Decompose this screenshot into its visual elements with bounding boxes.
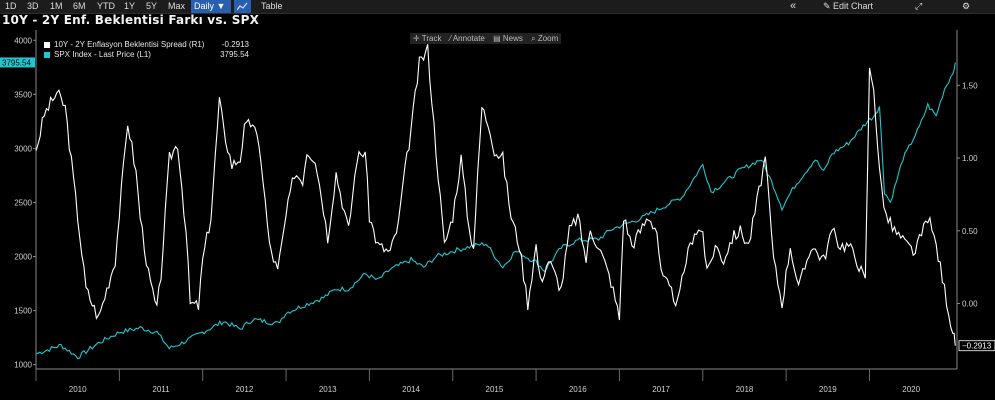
range-max-button[interactable]: Max: [168, 1, 186, 11]
track-label: Track: [421, 34, 442, 43]
x-tick-label: 2020: [902, 385, 920, 394]
spread-legend-name: 10Y - 2Y Enflasyon Beklentisi Spread (R1…: [54, 40, 205, 49]
collapse-icon[interactable]: «: [790, 0, 797, 12]
legend-item-spread[interactable]: 10Y - 2Y Enflasyon Beklentisi Spread (R1…: [44, 40, 249, 50]
range-1y-button[interactable]: 1Y: [124, 1, 136, 11]
track-tool[interactable]: ✛ Track: [413, 34, 442, 43]
left-tick-label: 1500: [14, 307, 32, 316]
spx-last-value-label: 3795.54: [2, 58, 31, 67]
line-chart-icon[interactable]: [234, 0, 251, 13]
x-tick-label: 2015: [486, 385, 504, 394]
news-label: News: [502, 34, 523, 43]
left-tick-label: 2500: [14, 198, 32, 207]
range-1m-button[interactable]: 1M: [50, 1, 63, 11]
table-view-button[interactable]: Table: [261, 1, 283, 11]
spread-series-group: [35, 44, 956, 346]
range-1d-button[interactable]: 1D: [5, 1, 17, 11]
x-tick-label: 2017: [652, 385, 670, 394]
spx-legend-value: 3795.54: [220, 50, 249, 59]
left-tick-label: 2000: [14, 253, 32, 262]
annotate-tool[interactable]: ⁄ Annotate: [449, 34, 485, 43]
spread-series-line: [35, 44, 956, 346]
spread-last-value-box: [958, 340, 995, 352]
x-tick-label: 2012: [235, 385, 253, 394]
x-tick-label: 2013: [319, 385, 337, 394]
spx-swatch: [44, 52, 50, 58]
x-tick-label: 2019: [819, 385, 837, 394]
settings-icon[interactable]: ⚙: [962, 1, 971, 11]
left-tick-label: 1000: [14, 361, 32, 370]
chart-title: 10Y - 2Y Enf. Beklentisi Farkı vs. SPX: [2, 13, 260, 27]
expand-icon[interactable]: ⤢: [915, 1, 923, 11]
zoom-tool[interactable]: ⌕ Zoom: [531, 34, 559, 43]
spread-last-value-label: −0.2913: [962, 342, 992, 351]
left-tick-label: 3500: [14, 90, 32, 99]
chart-legend: 10Y - 2Y Enflasyon Beklentisi Spread (R1…: [44, 40, 249, 60]
right-tick-label: 1.00: [962, 154, 978, 163]
x-tick-label: 2018: [736, 385, 754, 394]
value-labels-group: 3795.54 −0.2913: [0, 57, 995, 352]
legend-item-spx[interactable]: SPX Index - Last Price (L1) 3795.54: [44, 50, 249, 60]
x-tick-label: 2016: [569, 385, 587, 394]
spx-legend-name: SPX Index - Last Price (L1): [54, 50, 151, 59]
spread-swatch: [44, 42, 50, 48]
x-tick-label: 2014: [402, 385, 420, 394]
zoom-label: Zoom: [537, 34, 559, 43]
spread-legend-value: -0.2913: [221, 40, 249, 49]
x-tick-label: 2010: [69, 385, 87, 394]
range-5y-button[interactable]: 5Y: [146, 1, 158, 11]
news-tool[interactable]: ▤ News: [493, 34, 523, 43]
range-3d-button[interactable]: 3D: [27, 1, 39, 11]
frequency-dropdown[interactable]: Daily ▼: [191, 0, 231, 13]
axes-group: 1000 1500 2000 2500 3000 3500 4000 0.00 0.50 1.00…: [14, 30, 978, 394]
chart-tools: ✛ Track ⁄ Annotate ▤ News ⌕ Zoom: [410, 33, 562, 44]
left-tick-label: 4000: [14, 36, 32, 45]
range-6m-button[interactable]: 6M: [73, 1, 86, 11]
right-tick-label: 0.50: [962, 227, 978, 236]
right-tick-label: 1.50: [962, 81, 978, 90]
spx-series-group: [35, 62, 956, 360]
right-tick-label: 0.00: [962, 300, 978, 309]
range-ytd-button[interactable]: YTD: [97, 1, 115, 11]
edit-chart-button[interactable]: ✎ Edit Chart: [823, 1, 874, 11]
x-tick-label: 2011: [152, 385, 170, 394]
annotate-label: Annotate: [452, 34, 485, 43]
spx-series-line: [35, 62, 956, 360]
spx-last-value-box: [0, 57, 35, 68]
left-tick-label: 3000: [14, 144, 32, 153]
chart-toolbar: 1D 3D 1M 6M YTD 1Y 5Y Max Daily ▼ Table …: [0, 0, 995, 14]
